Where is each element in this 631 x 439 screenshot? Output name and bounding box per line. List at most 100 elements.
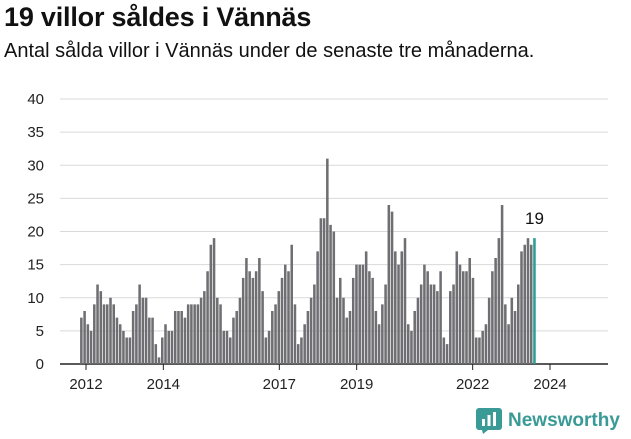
bar [138,284,141,364]
bar [410,330,413,365]
bar [309,297,313,364]
annotations: 19 [525,209,544,228]
bar [306,311,310,364]
bar [180,311,183,364]
bar [193,304,196,365]
bar [368,271,371,364]
bar [481,330,484,365]
bar [474,337,478,364]
bar [300,337,303,364]
bar [313,284,316,364]
bar [102,304,106,365]
x-tick-label: 2019 [340,376,373,393]
bar [170,330,174,365]
y-tick-label: 10 [27,290,44,307]
x-tick-label: 2017 [263,376,296,393]
y-tick-label: 40 [27,91,44,108]
bar [245,258,248,364]
bar [212,238,216,365]
bar [199,297,203,364]
bar [157,357,161,365]
bar-highlight [533,238,536,365]
bar [238,297,242,364]
bar [449,291,452,365]
x-tick-label: 2024 [533,376,566,393]
bar [432,284,436,364]
bar [283,264,287,365]
bar [135,304,138,365]
bar [484,324,488,364]
bar [225,330,229,365]
x-tick-label: 2012 [69,376,102,393]
bar [439,271,442,364]
bar [445,344,449,365]
bar [296,344,300,365]
bar [345,317,349,365]
y-tick-label: 30 [27,157,44,174]
bar [513,311,517,364]
bar [93,304,96,365]
bar [122,330,125,365]
bar [504,304,507,365]
y-tick-label: 5 [36,323,44,340]
bar [105,304,109,365]
bar [322,218,326,364]
bar [529,244,533,364]
bar [351,277,355,365]
bar [151,317,154,365]
y-axis-labels: 0 5 10 15 20 25 30 35 40 [27,91,44,373]
bar [491,271,494,364]
bar [358,264,361,365]
brand-name: Newsworthy [508,410,620,431]
bar [209,244,213,364]
bar [458,264,462,365]
bar [228,337,232,364]
bar [329,224,332,365]
bar [520,251,523,365]
bar [442,337,446,364]
bar [436,291,439,365]
bar [500,205,504,364]
bar [465,271,468,364]
bar [112,304,115,365]
bar [400,251,404,365]
bar [397,264,400,365]
y-tick-label: 20 [27,224,44,241]
bar [144,297,148,364]
bar [89,330,93,365]
bar [287,271,290,364]
bar [177,311,180,364]
x-tick-label: 2022 [456,376,489,393]
bar [248,271,251,364]
bar [394,251,397,365]
bar [387,205,391,364]
bar [364,251,368,365]
bar [277,291,281,365]
bar [196,304,200,365]
bar [267,330,271,365]
bar [335,297,339,364]
bar [128,337,132,364]
bar [426,271,429,364]
bar [332,231,336,364]
brand: Newsworthy [476,408,620,434]
bar [154,344,158,365]
last-value-label: 19 [525,209,544,228]
bar [406,324,410,364]
bar [141,297,145,364]
bar [342,297,345,364]
x-axis: 2012 2014 2017 2019 2022 2024 [69,364,567,393]
bar [83,311,86,364]
bar [80,317,83,365]
bar [413,311,416,364]
bar [361,264,365,365]
bar [452,284,455,364]
bar [86,324,90,364]
bar [468,258,471,364]
bar [510,297,514,364]
bar [183,317,187,365]
bar [251,277,255,365]
bar [219,304,222,365]
bar [319,218,323,364]
bar [173,311,177,364]
